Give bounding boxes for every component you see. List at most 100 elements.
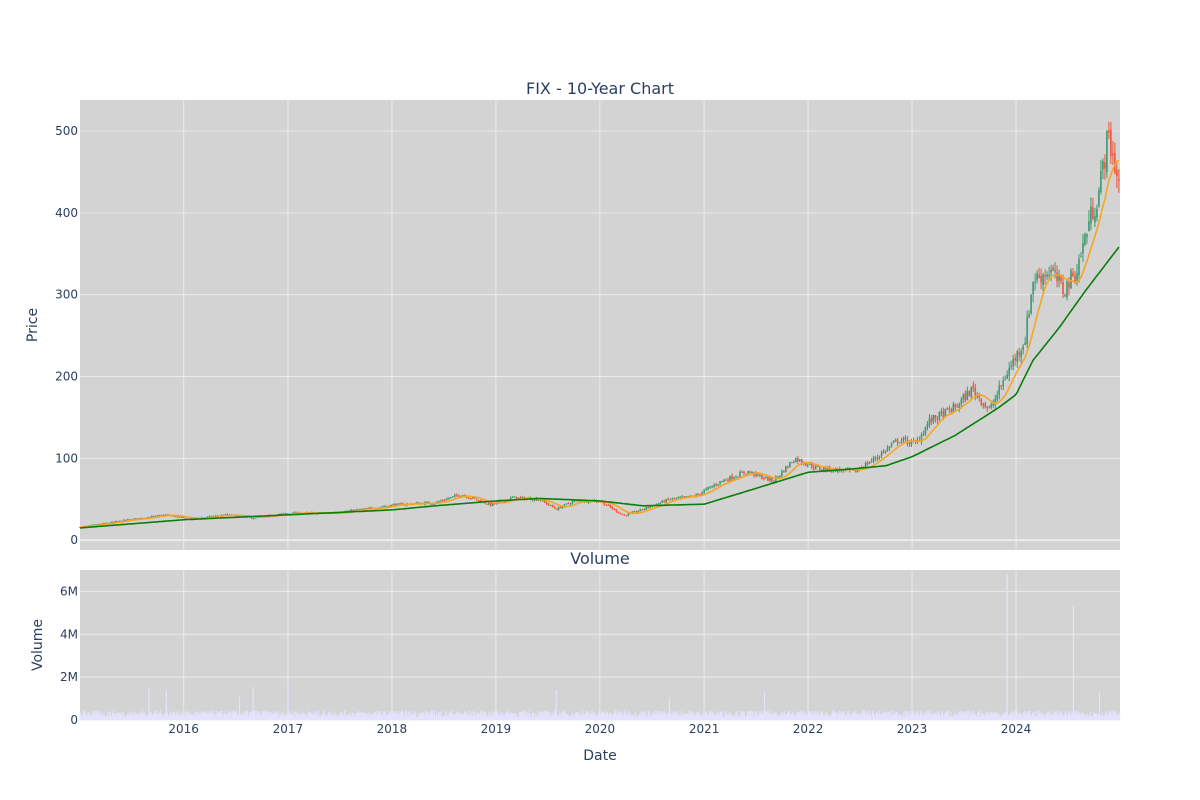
price-candle: [924, 427, 927, 434]
volume-bar: [472, 716, 473, 720]
volume-bar: [279, 713, 281, 720]
volume-bar: [293, 712, 295, 720]
volume-bar: [261, 714, 263, 720]
volume-bar: [403, 717, 405, 720]
volume-bar: [1098, 714, 1100, 720]
volume-bar: [1007, 716, 1009, 720]
volume-y-tick-label: 2M: [60, 670, 78, 684]
volume-bar: [518, 711, 520, 720]
volume-bar: [486, 717, 488, 720]
volume-bar: [612, 715, 614, 720]
volume-bar: [314, 713, 316, 720]
volume-bar: [308, 710, 309, 720]
volume-bar: [464, 711, 466, 720]
volume-bar: [399, 710, 401, 720]
price-candle: [685, 496, 687, 498]
volume-bar: [733, 715, 735, 720]
volume-bar: [1046, 714, 1048, 720]
volume-bar: [927, 711, 929, 720]
volume-bar: [245, 712, 247, 720]
volume-bar: [832, 710, 834, 720]
price-candle: [721, 480, 723, 482]
volume-bar: [585, 712, 587, 720]
volume-bar: [1004, 712, 1006, 720]
volume-bar: [995, 711, 997, 720]
volume-bar: [80, 712, 82, 720]
volume-bar: [395, 713, 397, 720]
volume-bar: [1009, 714, 1011, 720]
volume-bar: [730, 714, 732, 720]
price-candle: [174, 515, 177, 518]
volume-bar: [496, 714, 498, 720]
volume-bar: [571, 714, 573, 720]
volume-bar: [285, 712, 287, 720]
volume-bar: [229, 716, 231, 720]
volume-bar: [404, 713, 406, 720]
volume-bar: [746, 711, 748, 720]
volume-bar: [909, 716, 910, 720]
volume-bar: [1101, 717, 1103, 720]
volume-bar: [685, 713, 687, 720]
volume-bar: [666, 717, 668, 720]
volume-bar: [687, 713, 689, 720]
price-candle: [970, 386, 973, 398]
price-candle: [763, 478, 765, 480]
price-candle: [543, 500, 546, 503]
volume-bar: [278, 717, 280, 720]
volume-bar: [849, 717, 851, 720]
volume-bar: [768, 710, 770, 720]
volume-bar: [153, 714, 155, 720]
volume-bar: [748, 711, 750, 720]
volume-bar: [365, 712, 367, 720]
volume-bar: [823, 716, 825, 720]
volume-bar: [580, 716, 582, 720]
volume-bar: [559, 713, 561, 720]
volume-bar: [635, 717, 636, 720]
volume-bar: [188, 712, 190, 720]
volume-bar: [330, 713, 332, 720]
volume-bar: [660, 716, 662, 720]
volume-bar: [95, 714, 97, 720]
volume-bar: [208, 710, 210, 720]
volume-bar: [435, 716, 436, 720]
volume-bar: [588, 712, 590, 720]
volume-bar: [1081, 712, 1082, 720]
volume-bar: [141, 712, 142, 720]
volume-bar: [915, 712, 917, 720]
volume-bar: [886, 711, 888, 720]
volume-bar: [237, 712, 239, 720]
volume-bar: [469, 710, 471, 720]
volume-bar: [419, 714, 421, 720]
price-candle: [892, 441, 895, 443]
volume-bar: [368, 712, 370, 720]
volume-bar: [1049, 715, 1051, 720]
price-candle: [119, 520, 121, 522]
volume-bar: [992, 712, 994, 720]
volume-bar: [972, 715, 974, 720]
price-candle: [1018, 352, 1020, 355]
price-candle: [1088, 221, 1090, 232]
volume-bar: [388, 715, 390, 720]
volume-bar: [868, 716, 870, 720]
volume-bar: [599, 714, 601, 720]
volume-bar: [856, 712, 858, 720]
volume-bar: [623, 714, 625, 720]
volume-bar: [899, 713, 901, 720]
volume-bar: [1084, 714, 1086, 720]
volume-bar: [890, 715, 892, 720]
volume-bar: [269, 714, 271, 720]
price-candle: [370, 507, 372, 509]
volume-bar: [1100, 714, 1102, 720]
volume-bar: [772, 713, 774, 720]
volume-bar: [889, 715, 891, 720]
volume-bar: [668, 712, 669, 720]
volume-bar: [268, 711, 270, 720]
volume-bar: [780, 712, 782, 720]
volume-bar: [295, 711, 297, 720]
volume-bar: [456, 710, 458, 720]
volume-bar: [394, 712, 395, 720]
volume-bar: [964, 711, 966, 720]
volume-bar: [330, 711, 332, 720]
volume-bar: [849, 714, 851, 720]
volume-bar: [877, 717, 879, 720]
